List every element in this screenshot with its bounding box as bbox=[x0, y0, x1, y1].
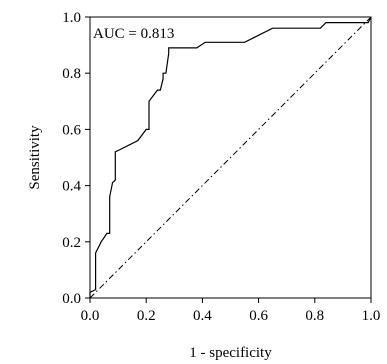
tick-marks bbox=[85, 16, 372, 303]
x-tick-label: 0.2 bbox=[137, 308, 156, 324]
y-tick-label: 0.0 bbox=[62, 291, 81, 307]
y-tick-label: 1.0 bbox=[62, 10, 81, 26]
y-axis-title: Sensitivity bbox=[27, 125, 43, 190]
x-tick-label: 0.6 bbox=[249, 308, 268, 324]
x-tick-label: 0.4 bbox=[193, 308, 212, 324]
plot-frame bbox=[89, 16, 372, 299]
roc-curve-line bbox=[89, 16, 372, 298]
series-layer bbox=[89, 16, 372, 299]
y-tick-label: 0.2 bbox=[62, 235, 81, 251]
x-tick-label: 1.0 bbox=[362, 308, 381, 324]
tick-labels: 0.0 0.2 0.4 0.6 0.8 1.0 0.0 0.2 0.4 0.6 0.8 1.0 bbox=[62, 10, 380, 324]
y-tick-label: 0.6 bbox=[62, 122, 81, 138]
y-tick-label: 0.8 bbox=[62, 66, 81, 82]
x-tick-label: 0.0 bbox=[81, 308, 100, 324]
x-tick-label: 0.8 bbox=[305, 308, 324, 324]
reference-diagonal-line bbox=[89, 16, 372, 299]
y-tick-label: 0.4 bbox=[62, 179, 81, 195]
x-axis-title: 1 - specificity bbox=[189, 345, 272, 361]
auc-annotation: AUC = 0.813 bbox=[93, 26, 174, 42]
